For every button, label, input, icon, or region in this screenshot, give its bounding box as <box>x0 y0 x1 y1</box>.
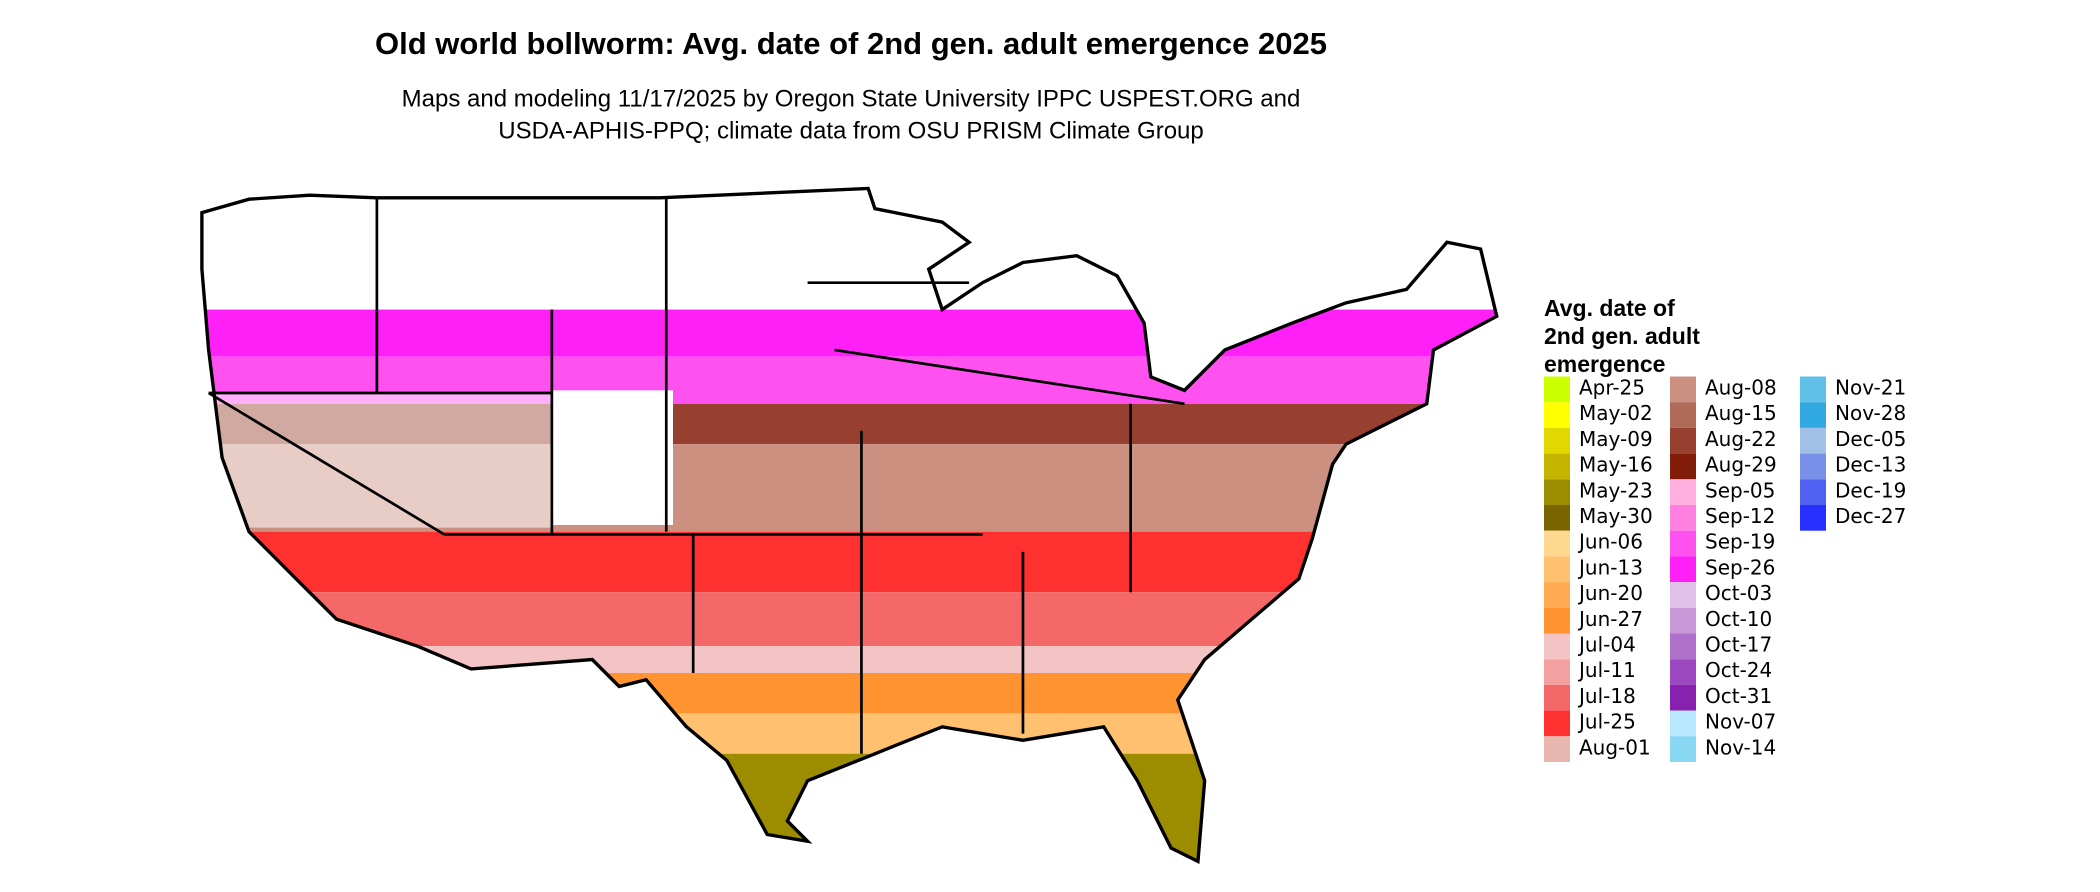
legend-label: Jun-06 <box>1577 530 1643 554</box>
legend-swatch <box>1670 684 1696 711</box>
legend-swatch <box>1670 505 1696 531</box>
legend-label: May-09 <box>1579 427 1653 451</box>
legend-swatch <box>1800 479 1826 505</box>
legend-swatch <box>1544 582 1570 608</box>
legend-label: Aug-15 <box>1705 401 1777 425</box>
legend-label: Dec-13 <box>1835 453 1906 477</box>
legend-label: Oct-17 <box>1705 633 1772 657</box>
legend-swatch <box>1544 505 1570 531</box>
legend-label: Aug-22 <box>1705 427 1777 451</box>
legend-swatch <box>1544 427 1570 454</box>
legend-swatch <box>1544 607 1570 634</box>
legend-label: Sep-12 <box>1705 504 1775 528</box>
map-band <box>201 673 1497 714</box>
legend-label: Oct-10 <box>1705 607 1772 631</box>
legend-swatch <box>1544 453 1570 480</box>
legend-swatch <box>1800 376 1826 403</box>
legend-label: May-23 <box>1579 478 1653 502</box>
legend-swatch <box>1670 376 1696 403</box>
legend-swatch <box>1544 556 1570 583</box>
legend-label: Nov-07 <box>1705 710 1776 734</box>
legend-label: May-30 <box>1579 504 1653 528</box>
legend-swatch <box>1544 479 1570 505</box>
map-band <box>551 390 673 525</box>
map <box>200 186 1499 864</box>
legend-swatch <box>1670 659 1696 685</box>
map-band <box>201 713 1497 754</box>
legend-label: Jul-11 <box>1577 658 1636 682</box>
subtitle: Maps and modeling 11/17/2025 by Oregon S… <box>402 85 1301 112</box>
legend-swatch <box>1670 479 1696 505</box>
legend-swatch <box>1670 710 1696 737</box>
legend-swatch <box>1544 659 1570 685</box>
legend-swatch <box>1670 453 1696 480</box>
legend-label: Jun-27 <box>1577 607 1643 631</box>
legend-title: 2nd gen. adult <box>1544 323 1700 349</box>
legend-label: Jul-18 <box>1577 684 1636 708</box>
legend-label: Dec-05 <box>1835 427 1906 451</box>
legend-swatch <box>1544 736 1570 762</box>
legend-swatch <box>1544 376 1570 403</box>
legend-label: Jun-20 <box>1577 581 1643 605</box>
legend-swatch <box>1544 530 1570 557</box>
legend-label: Jun-13 <box>1577 555 1643 579</box>
legend-swatch <box>1544 402 1570 428</box>
legend-label: Dec-27 <box>1835 504 1906 528</box>
state-lines <box>207 197 1185 754</box>
legend-label: May-02 <box>1579 401 1653 425</box>
map-band <box>201 646 1497 673</box>
legend-swatch <box>1800 427 1826 454</box>
legend-swatch <box>1670 402 1696 428</box>
legend-label: Dec-19 <box>1835 478 1906 502</box>
legend-swatch <box>1800 505 1826 531</box>
legend-label: Aug-01 <box>1579 735 1651 759</box>
legend-title: emergence <box>1544 351 1665 377</box>
legend-swatch <box>1544 684 1570 711</box>
legend-title: Avg. date of <box>1544 295 1675 321</box>
map-band <box>201 753 1497 862</box>
legend-label: Nov-21 <box>1835 376 1906 400</box>
legend-label: Oct-31 <box>1705 684 1772 708</box>
map-band <box>201 309 1497 357</box>
legend-swatch <box>1800 453 1826 480</box>
map-band <box>201 393 552 528</box>
legend-swatch <box>1670 556 1696 583</box>
legend-swatch <box>1544 633 1570 660</box>
legend-swatch <box>1544 710 1570 737</box>
legend-label: Aug-08 <box>1705 376 1777 400</box>
title: Old world bollworm: Avg. date of 2nd gen… <box>375 26 1327 61</box>
legend-swatch <box>1670 530 1696 557</box>
legend-label: Nov-28 <box>1835 401 1906 425</box>
map-band <box>201 531 1497 593</box>
legend-swatch <box>1670 736 1696 762</box>
map-band <box>201 188 1497 310</box>
legend-label: Apr-25 <box>1579 376 1645 400</box>
legend-swatch <box>1670 607 1696 634</box>
legend-swatch <box>1670 582 1696 608</box>
legend-label: Oct-03 <box>1705 581 1772 605</box>
legend-label: Sep-26 <box>1705 555 1775 579</box>
legend-swatch <box>1800 402 1826 428</box>
legend-label: Jul-04 <box>1577 633 1636 657</box>
legend-swatch <box>1670 427 1696 454</box>
legend-label: Oct-24 <box>1705 658 1772 682</box>
legend-swatch <box>1670 633 1696 660</box>
legend-label: Nov-14 <box>1705 735 1776 759</box>
legend-label: Aug-29 <box>1705 453 1777 477</box>
legend-label: Jul-25 <box>1577 710 1636 734</box>
legend-label: Sep-05 <box>1705 478 1775 502</box>
legend-label: Sep-19 <box>1705 530 1775 554</box>
legend-label: May-16 <box>1579 453 1653 477</box>
subtitle: USDA-APHIS-PPQ; climate data from OSU PR… <box>498 117 1204 144</box>
